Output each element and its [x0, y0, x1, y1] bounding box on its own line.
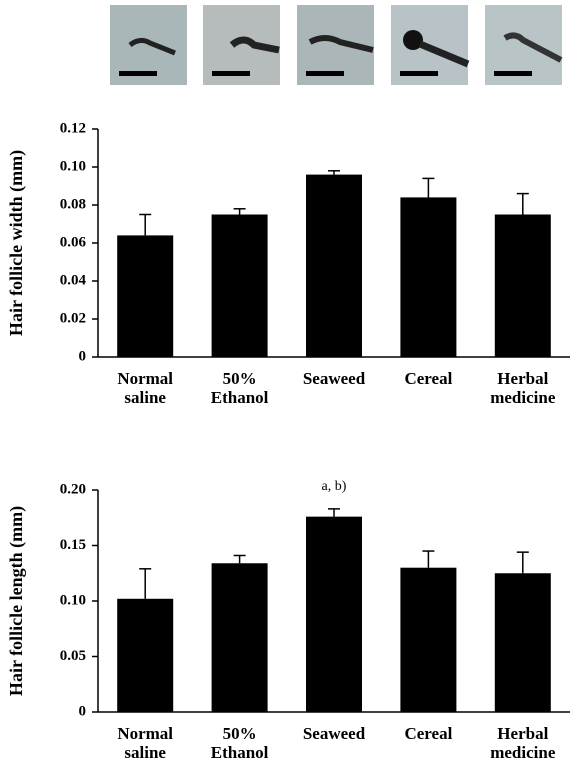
y-axis-title: Hair follicle length (mm) [6, 506, 27, 696]
y-tick-label: 0 [79, 348, 87, 364]
y-tick-label: 0.04 [60, 272, 87, 288]
bar [212, 563, 268, 712]
y-tick-label: 0 [79, 703, 87, 719]
y-tick-label: 0.06 [60, 234, 87, 250]
scale-bar [400, 71, 438, 76]
y-tick-label: 0.12 [60, 120, 86, 136]
y-tick-label: 0.02 [60, 310, 86, 326]
annotation: a, b) [322, 479, 347, 494]
scale-bar [494, 71, 532, 76]
y-tick-label: 0.08 [60, 196, 86, 212]
bar [306, 175, 362, 357]
scale-bar [119, 71, 157, 76]
bar [117, 235, 173, 357]
bar [400, 568, 456, 712]
bar [400, 197, 456, 357]
y-tick-label: 0.20 [60, 481, 86, 497]
thumbnails [110, 5, 562, 85]
y-tick-label: 0.10 [60, 592, 86, 608]
bar [495, 573, 551, 712]
y-tick-label: 0.15 [60, 537, 86, 553]
x-tick-label: Herbal medicine [468, 724, 575, 762]
y-tick-label: 0.10 [60, 158, 86, 174]
bar [495, 215, 551, 358]
bar [117, 599, 173, 712]
y-tick-label: 0.05 [60, 648, 86, 664]
bar [306, 517, 362, 712]
x-tick-label: Herbal medicine [468, 369, 575, 407]
scale-bar [306, 71, 344, 76]
page: 0 0.02 0.04 0.06 0.08 0.10 0.12 Hair follicle w… [0, 0, 575, 772]
bar [212, 215, 268, 358]
scale-bar [212, 71, 250, 76]
y-axis-title: Hair follicle width (mm) [6, 150, 27, 336]
